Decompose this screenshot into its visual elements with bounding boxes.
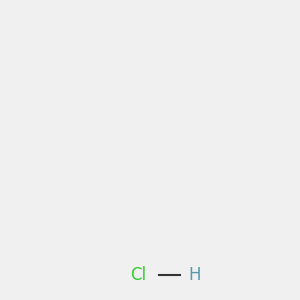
Text: Cl: Cl (130, 266, 146, 284)
Text: H: H (189, 266, 201, 284)
